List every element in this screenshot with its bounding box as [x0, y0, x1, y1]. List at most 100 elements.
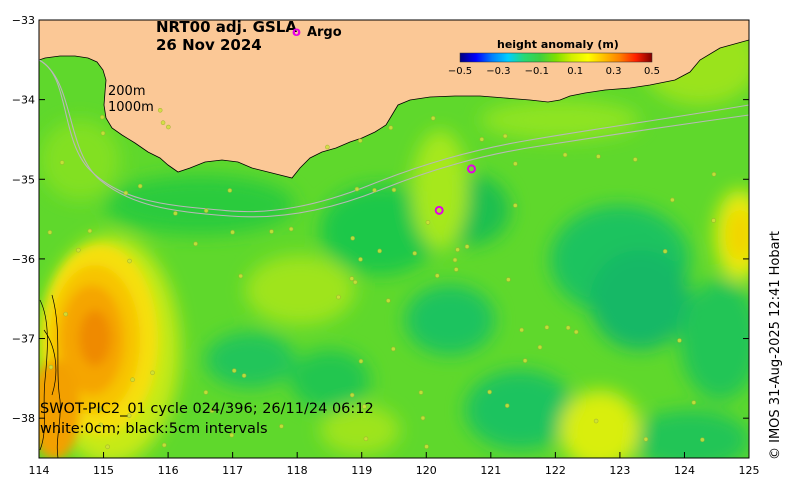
- warm-eddy: [39, 245, 158, 458]
- x-tick-label: 117: [222, 464, 243, 477]
- swot-point: [711, 218, 716, 223]
- swot-point: [358, 257, 363, 262]
- swot-point: [203, 208, 209, 213]
- colorbar-tick-labels: −0.5 −0.3 −0.1 0.1 0.3 0.5: [447, 66, 667, 80]
- plot-area: [39, 20, 749, 458]
- swot-point: [487, 389, 492, 395]
- swot-point: [349, 392, 355, 398]
- swot-point: [420, 415, 426, 421]
- colorbar-gradient: [459, 52, 653, 63]
- swot-point: [349, 276, 355, 281]
- colorbar: [459, 52, 653, 63]
- swot-point: [87, 228, 93, 234]
- swot-point: [544, 325, 550, 330]
- swot-point: [711, 172, 717, 177]
- swot-point: [424, 444, 429, 449]
- x-tick-label: 119: [351, 464, 372, 477]
- swot-point: [391, 187, 397, 193]
- swot-point: [105, 444, 110, 450]
- swot-point: [670, 197, 675, 203]
- swot-point: [453, 267, 459, 272]
- swot-point: [418, 390, 424, 395]
- swot-point: [464, 244, 470, 249]
- swot-point: [357, 138, 363, 143]
- swot-point: [513, 203, 518, 208]
- swot-point: [363, 436, 369, 442]
- swot-point: [352, 279, 358, 285]
- swot-point: [430, 115, 436, 121]
- swot-point: [161, 442, 167, 448]
- swot-point: [203, 390, 209, 395]
- argo-float-marker: [466, 164, 476, 174]
- title-line-2: 26 Nov 2024: [156, 36, 262, 54]
- swot-point: [96, 407, 102, 412]
- colorbar-tick-label: 0.3: [605, 66, 622, 77]
- swot-point: [98, 422, 104, 428]
- swot-point: [412, 251, 417, 256]
- swot-point: [562, 152, 568, 158]
- swot-point: [350, 235, 355, 241]
- swot-point: [593, 418, 599, 424]
- swot-point: [513, 161, 518, 167]
- colorbar-tick-label: −0.5: [447, 66, 473, 77]
- x-tick-label: 120: [416, 464, 437, 477]
- swot-point: [160, 120, 166, 126]
- swot-point: [241, 373, 247, 378]
- swot-point: [231, 368, 237, 373]
- argo-legend-symbol: o: [292, 25, 301, 40]
- swot-point: [662, 249, 668, 254]
- swot-point: [336, 294, 341, 300]
- swot-point: [99, 114, 105, 120]
- x-tick-label: 115: [93, 464, 114, 477]
- colorbar-tick-label: 0.1: [567, 66, 584, 77]
- swot-point: [677, 338, 682, 343]
- title-line-1: NRT00 adj. GSLA: [156, 18, 297, 36]
- swot-point: [230, 229, 235, 235]
- x-tick-label: 114: [29, 464, 50, 477]
- colorbar-tick-label: 0.5: [644, 66, 660, 77]
- swot-point: [48, 364, 54, 370]
- y-tick-label: −36: [12, 253, 35, 266]
- swot-point: [100, 130, 106, 136]
- argo-float-marker: [434, 205, 444, 215]
- swot-annotation-line-1: SWOT-PIC2_01 cycle 024/396; 26/11/24 06:…: [40, 401, 374, 417]
- plot-frame: [38, 19, 750, 459]
- swot-point: [63, 311, 68, 317]
- swot-point: [455, 247, 460, 252]
- swot-point: [502, 133, 508, 139]
- swot-point: [643, 436, 649, 442]
- contour-lines-5cm: [39, 294, 61, 458]
- swot-point: [166, 124, 171, 130]
- swot-point: [76, 247, 81, 253]
- swot-point: [362, 404, 367, 409]
- swot-point: [288, 226, 294, 232]
- swot-point: [227, 188, 233, 193]
- swot-point: [596, 154, 601, 159]
- x-axis: 114 115 116 117 118 119 120 121 122 123 124 125: [29, 452, 760, 477]
- swot-point: [47, 230, 53, 235]
- swot-point: [150, 370, 155, 376]
- y-tick-label: −33: [12, 14, 35, 27]
- depth-label-200m: 200m: [108, 84, 146, 99]
- swot-point: [434, 273, 440, 278]
- swot-point: [358, 358, 364, 364]
- swot-point: [137, 183, 143, 189]
- swot-point: [354, 186, 360, 192]
- x-tick-label: 125: [739, 464, 760, 477]
- swot-point: [123, 190, 129, 196]
- y-tick-label: −35: [12, 173, 35, 186]
- swot-point: [325, 144, 330, 150]
- x-tick-label: 123: [609, 464, 630, 477]
- colorbar-tick-label: −0.3: [486, 66, 511, 77]
- map-title: NRT00 adj. GSLA 26 Nov 2024: [156, 18, 297, 54]
- x-tick-label: 118: [287, 464, 308, 477]
- argo-legend-label: Argo: [306, 25, 342, 40]
- swot-point: [173, 211, 178, 216]
- swot-point: [573, 329, 579, 335]
- swot-point: [377, 248, 382, 254]
- swot-point: [238, 273, 243, 279]
- swot-point: [522, 358, 528, 363]
- y-tick-label: −37: [12, 333, 35, 346]
- swot-point: [157, 108, 163, 113]
